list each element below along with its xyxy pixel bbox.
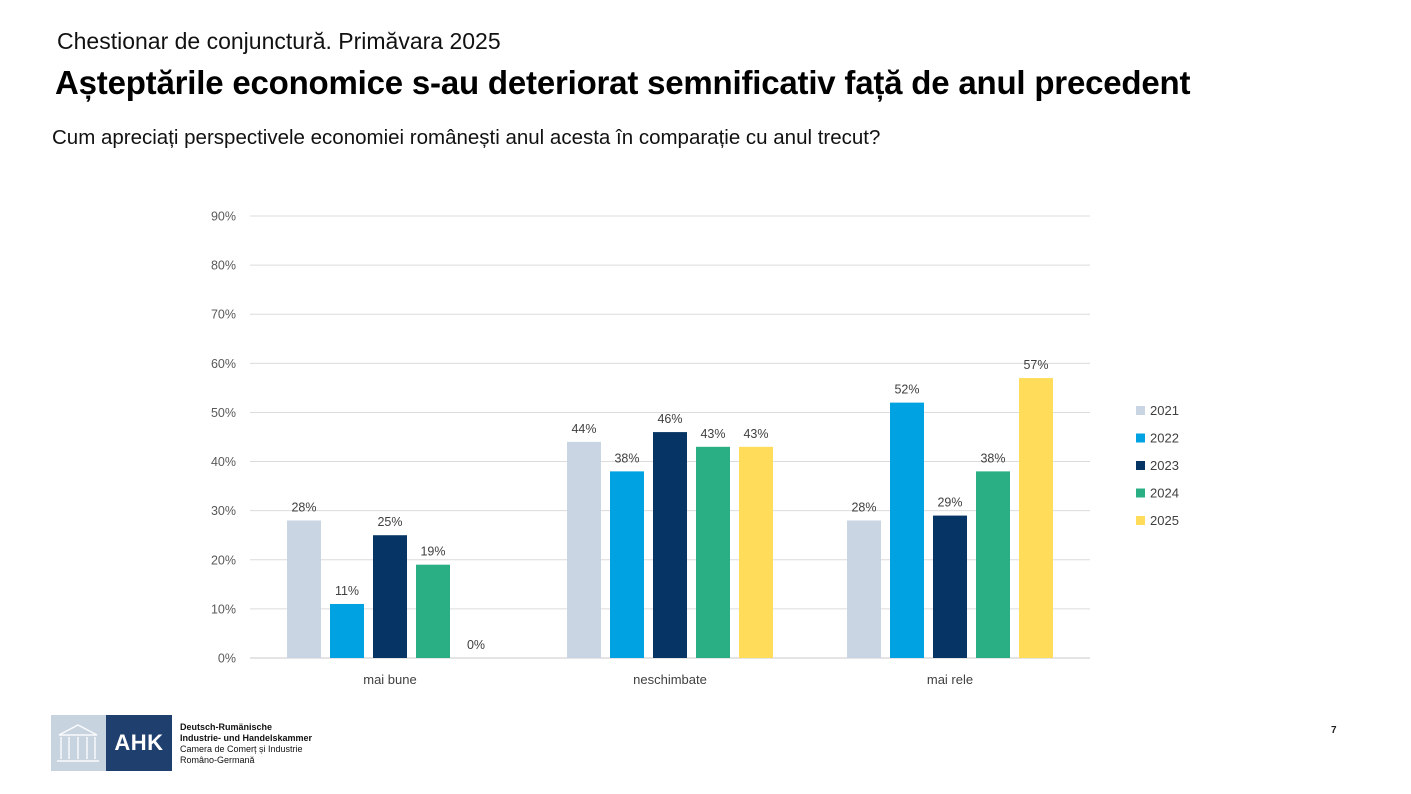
- y-tick-label: 60%: [211, 357, 236, 371]
- data-label: 11%: [335, 584, 359, 598]
- bar: [696, 446, 730, 658]
- category-label: mai rele: [927, 672, 973, 687]
- legend-label: 2023: [1150, 458, 1179, 473]
- category-label: mai bune: [363, 672, 416, 687]
- y-tick-label: 40%: [211, 455, 236, 469]
- ahk-logo: AHK: [51, 715, 172, 771]
- data-label: 43%: [743, 427, 768, 441]
- bar: [976, 471, 1010, 658]
- bar: [1019, 378, 1053, 658]
- data-label: 52%: [894, 383, 919, 397]
- organization-name: Deutsch-Rumänische Industrie- und Handel…: [180, 722, 312, 766]
- y-tick-label: 0%: [218, 652, 236, 666]
- legend-swatch: [1136, 433, 1145, 443]
- page-number: 7: [1331, 725, 1337, 736]
- y-tick-label: 30%: [211, 504, 236, 518]
- legend-swatch: [1136, 516, 1145, 525]
- ahk-logo-mark: AHK: [106, 715, 172, 771]
- y-tick-label: 10%: [211, 602, 236, 616]
- y-tick-label: 20%: [211, 553, 236, 567]
- page-title: Așteptările economice s-au deteriorat se…: [55, 64, 1191, 101]
- bar: [653, 432, 687, 658]
- legend-label: 2025: [1150, 513, 1179, 528]
- org-line-4: Româno-Germană: [180, 755, 255, 765]
- bar: [567, 441, 601, 658]
- data-label: 38%: [980, 451, 1005, 465]
- bar: [890, 402, 924, 658]
- legend-label: 2022: [1150, 431, 1179, 446]
- data-label: 25%: [377, 515, 402, 529]
- data-label: 29%: [937, 496, 962, 510]
- org-line-2: Industrie- und Handelskammer: [180, 733, 313, 743]
- org-line-3: Camera de Comerț și Industrie: [180, 744, 303, 754]
- survey-question: Cum apreciați perspectivele economiei ro…: [52, 126, 881, 149]
- data-label: 46%: [657, 412, 682, 426]
- data-label: 0%: [467, 638, 485, 652]
- legend-swatch: [1136, 406, 1145, 415]
- bar: [739, 446, 773, 658]
- data-label: 28%: [291, 500, 316, 514]
- data-label: 57%: [1023, 358, 1048, 372]
- category-label: neschimbate: [633, 672, 707, 687]
- bar: [373, 535, 407, 658]
- y-tick-label: 70%: [211, 308, 236, 322]
- org-line-1: Deutsch-Rumänische: [180, 722, 273, 732]
- legend-label: 2021: [1150, 403, 1179, 418]
- bar: [416, 564, 450, 658]
- legend-label: 2024: [1150, 486, 1179, 501]
- data-label: 19%: [420, 545, 445, 559]
- y-tick-label: 80%: [211, 259, 236, 273]
- data-label: 38%: [614, 451, 639, 465]
- bar: [847, 520, 881, 658]
- y-tick-label: 50%: [211, 406, 236, 420]
- data-label: 28%: [851, 500, 876, 514]
- building-icon: [51, 715, 106, 771]
- data-label: 44%: [571, 422, 596, 436]
- bar: [933, 515, 967, 658]
- bar: [287, 520, 321, 658]
- bar: [330, 603, 364, 658]
- legend-swatch: [1136, 488, 1145, 498]
- legend-swatch: [1136, 461, 1145, 470]
- y-tick-label: 90%: [211, 210, 236, 224]
- data-label: 43%: [700, 427, 725, 441]
- bar: [610, 471, 644, 658]
- survey-title: Chestionar de conjunctură. Primăvara 202…: [57, 28, 501, 54]
